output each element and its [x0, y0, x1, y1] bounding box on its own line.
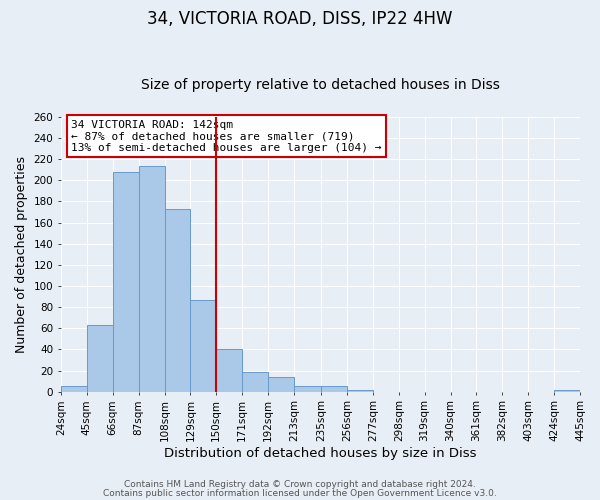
- Bar: [216, 350, 242, 392]
- Bar: [554, 390, 580, 392]
- Bar: [268, 377, 294, 392]
- Text: Contains HM Land Registry data © Crown copyright and database right 2024.: Contains HM Land Registry data © Crown c…: [124, 480, 476, 489]
- Bar: [61, 386, 87, 392]
- Bar: [347, 390, 373, 392]
- X-axis label: Distribution of detached houses by size in Diss: Distribution of detached houses by size …: [164, 447, 477, 460]
- Bar: [87, 325, 113, 392]
- Bar: [190, 300, 216, 392]
- Bar: [321, 386, 347, 392]
- Bar: [294, 386, 321, 392]
- Text: 34, VICTORIA ROAD, DISS, IP22 4HW: 34, VICTORIA ROAD, DISS, IP22 4HW: [147, 10, 453, 28]
- Y-axis label: Number of detached properties: Number of detached properties: [15, 156, 28, 352]
- Title: Size of property relative to detached houses in Diss: Size of property relative to detached ho…: [141, 78, 500, 92]
- Bar: [164, 209, 190, 392]
- Bar: [113, 172, 139, 392]
- Bar: [242, 372, 268, 392]
- Bar: [139, 166, 164, 392]
- Text: 34 VICTORIA ROAD: 142sqm
← 87% of detached houses are smaller (719)
13% of semi-: 34 VICTORIA ROAD: 142sqm ← 87% of detach…: [71, 120, 382, 152]
- Text: Contains public sector information licensed under the Open Government Licence v3: Contains public sector information licen…: [103, 489, 497, 498]
